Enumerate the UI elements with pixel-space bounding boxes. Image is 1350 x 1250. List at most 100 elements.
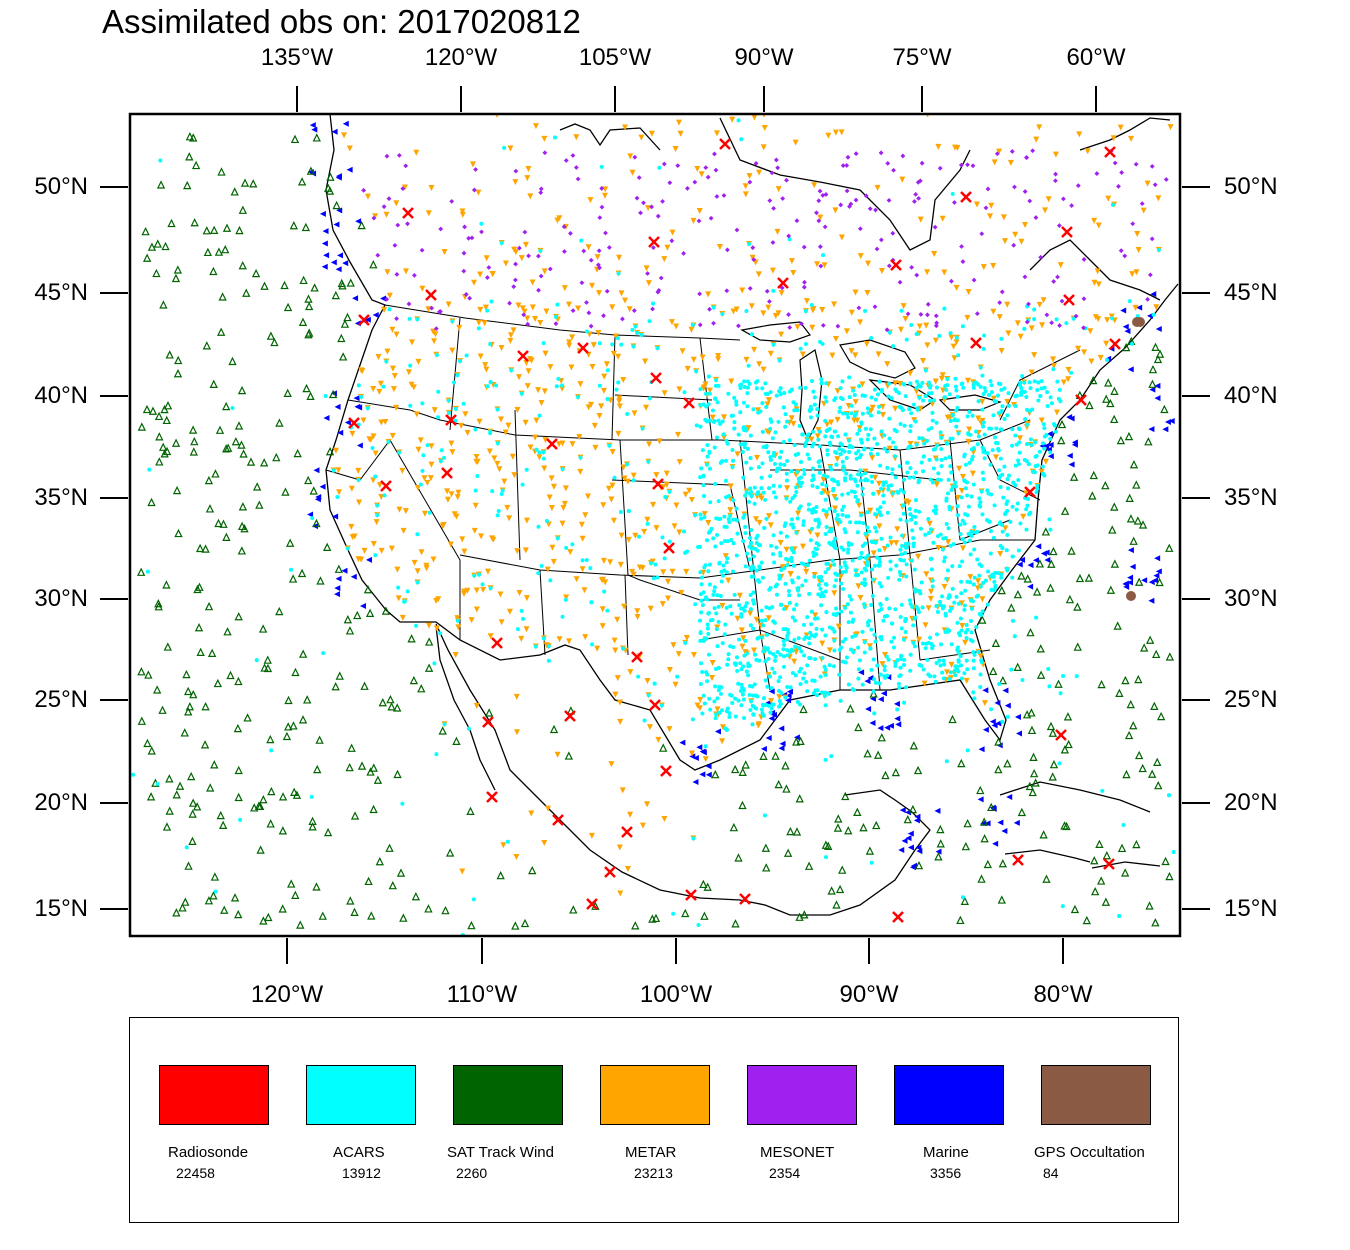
- sat-track-wind-marker: [934, 852, 943, 861]
- sat-track-wind-marker: [325, 186, 335, 195]
- metar-marker: [653, 525, 660, 532]
- acars-marker: [731, 645, 736, 650]
- sat-track-wind-marker: [1075, 573, 1085, 583]
- acars-marker: [895, 707, 900, 712]
- acars-marker: [832, 429, 837, 434]
- mesonet-marker: [542, 150, 548, 156]
- acars-marker: [1041, 471, 1046, 476]
- acars-marker: [1058, 691, 1063, 696]
- acars-marker: [956, 431, 961, 436]
- acars-marker: [452, 380, 457, 385]
- acars-marker: [845, 411, 850, 416]
- metar-marker: [790, 420, 797, 427]
- sat-track-wind-marker: [1165, 652, 1175, 661]
- acars-marker: [903, 394, 908, 399]
- acars-marker: [716, 418, 721, 423]
- metar-marker: [449, 347, 456, 354]
- metar-marker: [959, 622, 966, 629]
- marine-marker: [1013, 819, 1020, 826]
- mesonet-marker: [406, 301, 412, 307]
- metar-marker: [486, 448, 493, 455]
- metar-marker: [722, 553, 729, 560]
- metar-marker: [950, 343, 957, 350]
- metar-marker: [902, 316, 909, 323]
- acars-marker: [834, 578, 839, 583]
- acars-marker: [872, 632, 877, 637]
- acars-marker: [904, 685, 909, 690]
- acars-marker: [849, 597, 854, 602]
- acars-marker: [799, 460, 804, 465]
- metar-marker: [690, 651, 697, 658]
- acars-marker: [455, 373, 460, 378]
- sat-track-wind-marker: [800, 910, 809, 919]
- acars-marker: [976, 434, 981, 439]
- sat-track-wind-marker: [220, 905, 229, 914]
- mesonet-marker: [847, 204, 852, 209]
- marine-marker: [1162, 426, 1169, 433]
- acars-marker: [723, 478, 728, 483]
- acars-marker: [715, 696, 720, 701]
- metar-marker: [857, 253, 864, 260]
- sat-track-wind-marker: [841, 791, 850, 801]
- acars-marker: [763, 497, 768, 502]
- acars-marker: [868, 646, 873, 651]
- mesonet-marker: [1130, 221, 1136, 227]
- sat-track-wind-marker: [1101, 480, 1110, 490]
- metar-marker: [1140, 207, 1147, 214]
- acars-marker: [473, 427, 478, 432]
- acars-marker: [862, 566, 867, 571]
- metar-marker: [1038, 468, 1045, 475]
- acars-marker: [793, 673, 798, 678]
- acars-marker: [902, 423, 907, 428]
- sat-track-wind-marker: [346, 278, 355, 287]
- mesonet-marker: [817, 244, 823, 250]
- acars-marker: [857, 384, 862, 389]
- acars-marker: [808, 404, 813, 409]
- sat-track-wind-marker: [738, 800, 747, 810]
- acars-marker: [972, 547, 977, 552]
- marine-marker: [1124, 328, 1131, 335]
- acars-marker: [992, 399, 997, 404]
- metar-marker: [515, 302, 522, 309]
- mesonet-marker: [570, 308, 576, 314]
- left-lat-label: 35°N: [34, 484, 88, 511]
- top-lon-label: 75°W: [892, 44, 952, 71]
- acars-marker: [859, 570, 864, 575]
- sat-track-wind-marker: [782, 784, 791, 793]
- mesonet-marker: [770, 240, 776, 245]
- sat-track-wind-marker: [1057, 419, 1067, 429]
- metar-marker: [1087, 328, 1094, 335]
- acars-marker: [884, 596, 889, 601]
- acars-marker: [734, 655, 739, 660]
- sat-track-wind-marker: [230, 187, 239, 196]
- acars-marker: [902, 382, 907, 387]
- metar-marker: [870, 550, 877, 557]
- acars-marker: [824, 399, 829, 404]
- acars-marker: [810, 429, 815, 434]
- acars-marker: [962, 603, 967, 608]
- acars-marker: [707, 696, 712, 701]
- acars-marker: [786, 588, 791, 593]
- acars-marker: [789, 387, 794, 392]
- acars-marker: [998, 382, 1003, 387]
- acars-marker: [792, 637, 797, 642]
- metar-marker: [468, 617, 475, 624]
- acars-marker: [963, 462, 968, 467]
- acars-marker: [964, 658, 969, 663]
- mesonet-marker: [874, 246, 880, 252]
- acars-marker: [704, 462, 709, 467]
- marine-marker: [332, 513, 339, 520]
- metar-marker: [760, 366, 767, 373]
- acars-marker: [844, 655, 849, 660]
- marine-marker: [1168, 418, 1175, 425]
- acars-marker: [953, 673, 958, 678]
- acars-marker: [743, 531, 748, 536]
- sat-track-wind-marker: [325, 446, 335, 456]
- sat-track-wind-marker: [369, 804, 378, 814]
- acars-marker: [897, 685, 902, 690]
- acars-marker: [869, 395, 874, 400]
- sat-track-wind-marker: [155, 457, 164, 466]
- metar-marker: [381, 306, 388, 313]
- acars-marker: [777, 704, 782, 709]
- metar-marker: [487, 633, 494, 640]
